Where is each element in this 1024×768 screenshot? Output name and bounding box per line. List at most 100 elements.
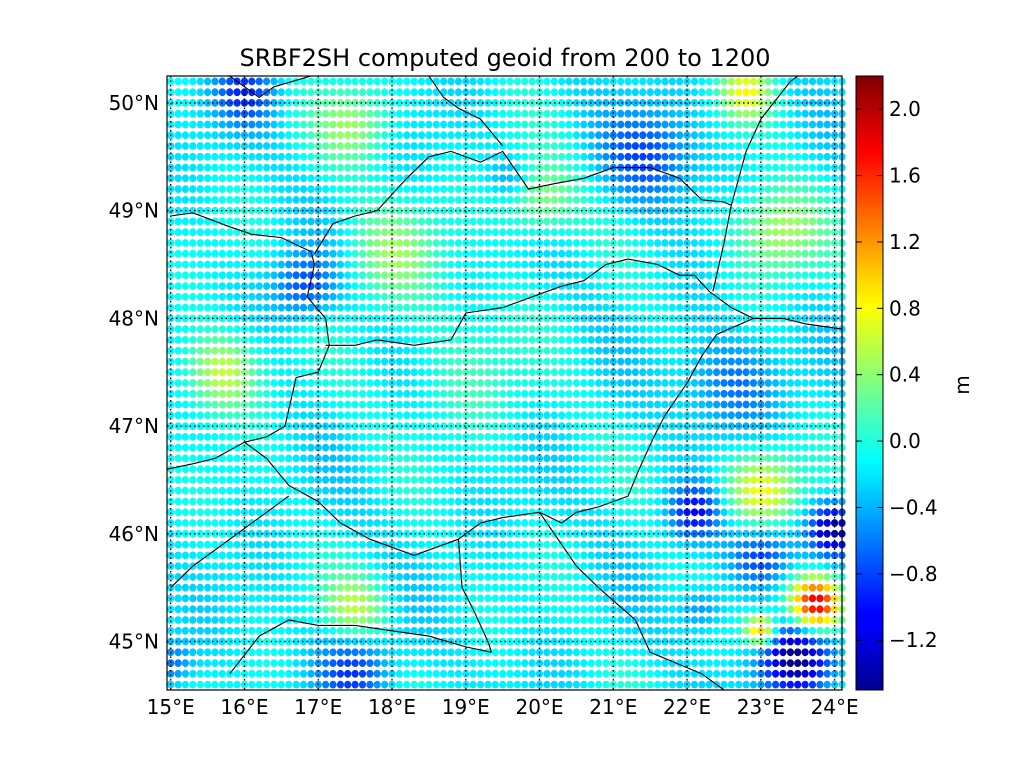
geoid-dot [528,325,536,333]
geoid-dot [248,368,256,377]
geoid-dot [211,346,219,355]
geoid-dot [639,648,647,657]
geoid-dot [174,249,182,258]
geoid-dot [720,659,728,667]
geoid-dot [358,282,367,290]
geoid-dot [344,465,352,474]
geoid-dot [277,465,285,474]
geoid-dot [204,357,212,366]
geoid-dot [705,142,713,150]
geoid-dot [233,594,241,603]
geoid-dot [469,109,477,118]
geoid-dot [196,605,204,614]
geoid-dot [521,325,529,333]
geoid-dot [727,680,735,689]
geoid-dot [425,357,433,366]
geoid-dot [314,562,322,570]
geoid-dot [742,573,750,581]
geoid-dot [646,400,654,409]
geoid-dot [631,346,640,355]
geoid-dot [749,228,758,237]
geoid-dot [329,271,337,280]
geoid-dot [425,196,433,204]
geoid-dot [831,562,839,570]
geoid-dot [595,562,603,570]
geoid-dot [595,131,603,140]
geoid-dot [417,260,426,269]
geoid-dot [410,346,418,355]
geoid-dot [609,562,617,570]
geoid-dot [366,497,374,506]
geoid-dot [395,411,403,420]
geoid-dot [447,292,455,301]
geoid-dot [277,196,285,204]
geoid-dot [196,206,204,215]
geoid-dot [550,260,558,269]
geoid-dot [395,540,403,549]
geoid-dot [366,325,374,333]
geoid-dot [358,605,367,614]
geoid-dot [654,120,662,129]
geoid-dot [432,325,440,333]
geoid-dot [528,594,536,603]
geoid-dot [174,616,182,624]
geoid-dot [779,551,787,560]
geoid-dot [425,669,433,678]
geoid-dot [410,583,418,592]
geoid-dot [395,529,403,538]
geoid-dot [801,196,809,204]
geoid-dot [167,454,175,463]
geoid-dot [484,109,492,118]
geoid-dot [395,669,403,678]
geoid-dot [816,465,824,474]
geoid-dot [528,562,536,570]
geoid-dot [735,303,743,312]
geoid-dot [550,454,558,463]
geoid-dot [831,443,839,452]
geoid-dot [388,443,396,452]
geoid-dot [779,422,787,430]
geoid-dot [351,217,359,226]
geoid-dot [454,508,462,517]
geoid-dot [181,389,189,398]
geoid-dot [388,411,396,420]
geoid-dot [654,680,662,689]
geoid-dot [299,594,308,603]
geoid-dot [513,659,522,667]
geoid-dot [713,659,721,667]
geoid-dot [528,185,536,194]
geoid-dot [491,680,499,689]
geoid-dot [277,680,285,689]
geoid-dot [698,249,706,258]
geoid-dot [395,303,403,312]
geoid-dot [654,346,662,355]
geoid-dot [454,669,462,678]
geoid-dot [395,185,403,194]
geoid-dot [226,336,234,344]
geoid-dot [749,659,758,667]
geoid-dot [794,239,802,247]
geoid-dot [639,605,647,614]
geoid-dot [403,594,411,603]
geoid-dot [395,594,403,603]
geoid-dot [668,648,676,657]
geoid-dot [779,206,787,215]
geoid-dot [174,508,182,517]
geoid-dot [358,152,367,161]
geoid-dot [801,669,809,678]
geoid-dot [469,271,477,280]
geoid-dot [432,379,440,387]
geoid-dot [351,174,359,183]
geoid-dot [314,411,322,420]
geoid-dot [668,346,676,355]
geoid-dot [506,605,514,614]
geoid-dot [322,368,330,377]
geoid-dot [358,454,367,463]
geoid-dot [735,562,743,570]
geoid-dot [211,314,219,323]
geoid-dot [322,486,330,495]
geoid-dot [351,379,359,387]
geoid-dot [410,573,418,581]
geoid-dot [727,594,735,603]
geoid-dot [189,551,197,560]
